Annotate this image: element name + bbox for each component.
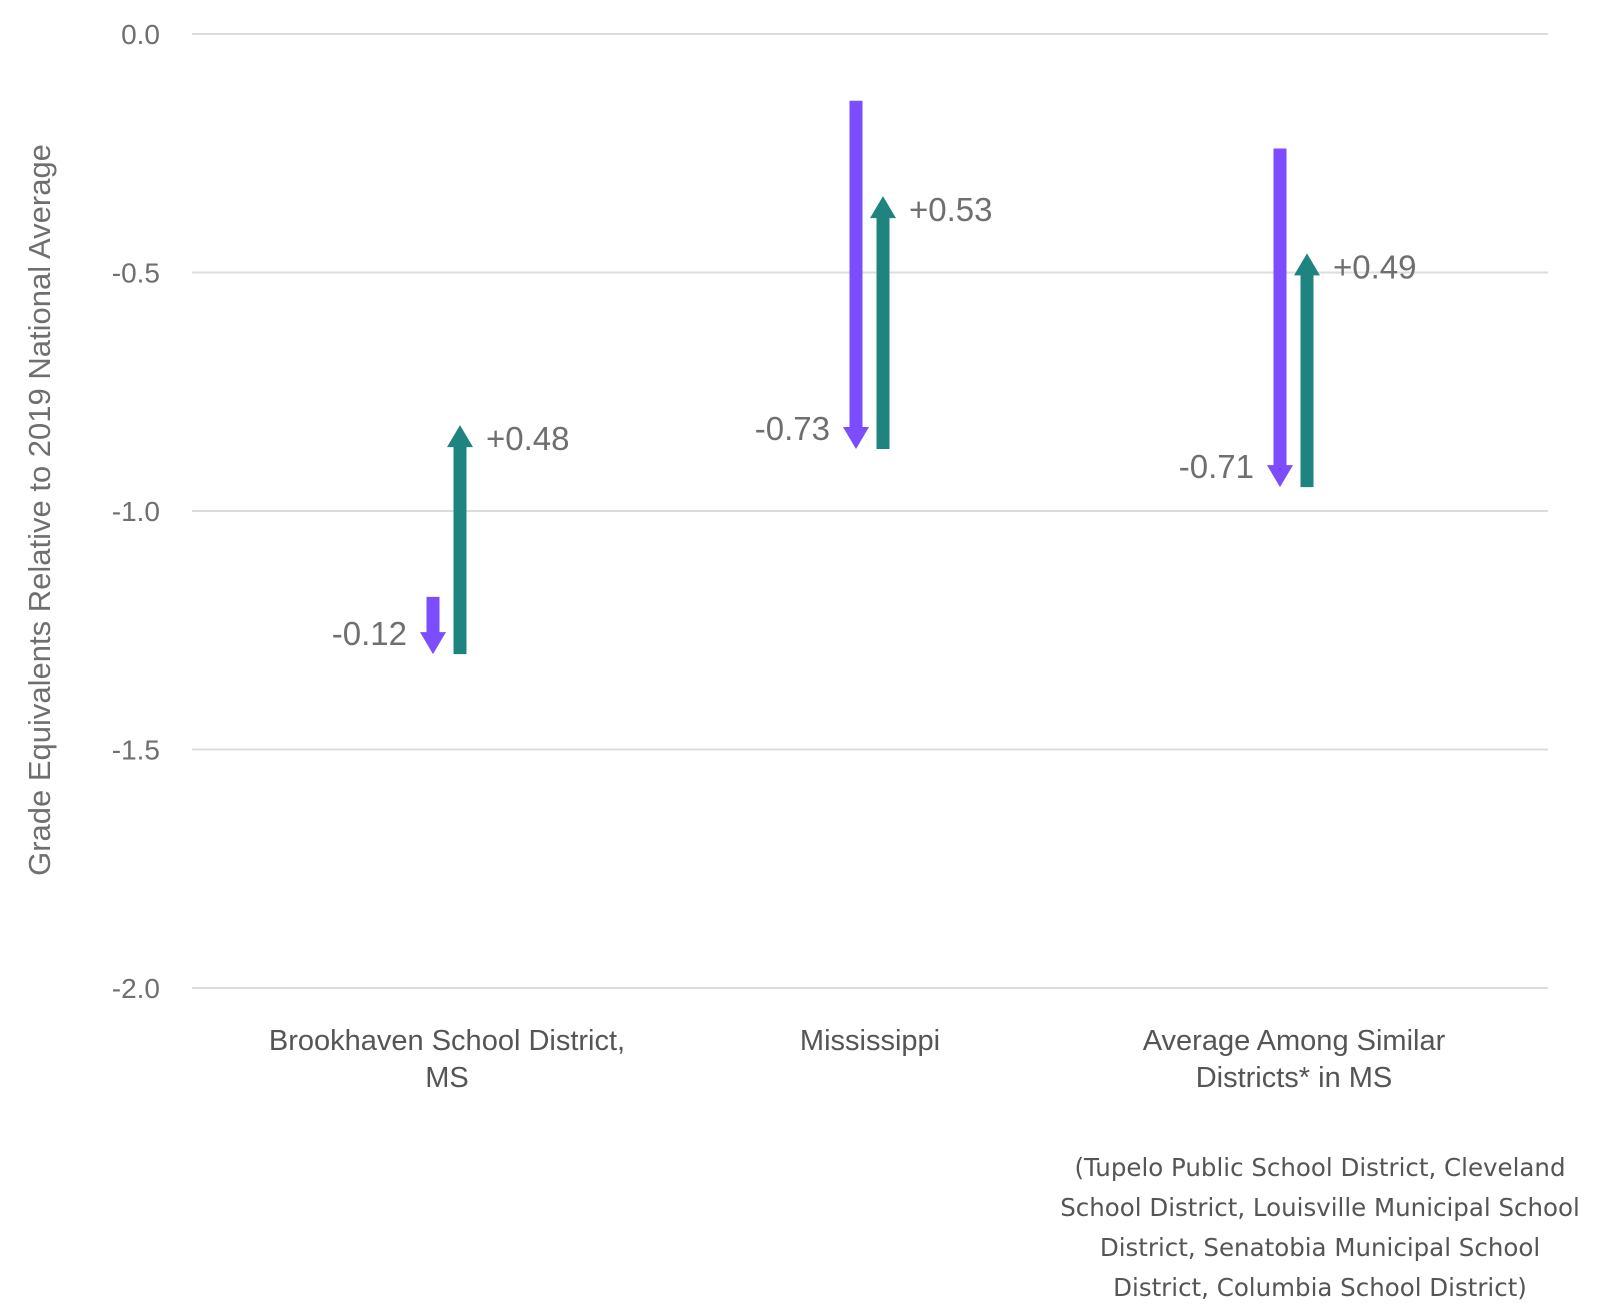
- decline-value-label: -0.73: [755, 410, 830, 447]
- y-tick-label: -1.5: [112, 735, 160, 766]
- y-tick-label: 0.0: [121, 19, 160, 50]
- decline-value-label: -0.71: [1179, 448, 1254, 485]
- category-labels: Brookhaven School District, MS Mississippi…: [269, 1025, 1446, 1094]
- grid-lines: [192, 33, 1548, 989]
- recovery-value-label: +0.53: [909, 191, 993, 228]
- y-axis-label: Grade Equivalents Relative to 2019 Natio…: [22, 144, 57, 876]
- y-axis-ticks: 0.0 -0.5 -1.0 -1.5 -2.0: [112, 19, 160, 1004]
- recovery-arrow: [870, 196, 896, 449]
- recovery-arrow: [447, 425, 473, 655]
- recovery-value-label: +0.49: [1333, 248, 1417, 285]
- similar-districts-footnote: (Tupelo Public School District, Clevelan…: [1060, 1153, 1580, 1302]
- decline-arrow: [1267, 148, 1293, 488]
- y-tick-label: -1.0: [112, 496, 160, 527]
- category-label: Average Among Similar: [1143, 1025, 1446, 1057]
- decline-arrow: [843, 100, 869, 449]
- y-tick-label: -2.0: [112, 973, 160, 1004]
- decline-value-label: -0.12: [332, 615, 407, 652]
- category-label: Brookhaven School District,: [269, 1025, 625, 1057]
- y-tick-label: -0.5: [112, 258, 160, 289]
- arrow-series: -0.12 +0.48 -0.73 +0.53 -0.71 +0.49: [332, 100, 1417, 655]
- decline-arrow: [420, 596, 446, 655]
- category-label: MS: [425, 1062, 469, 1094]
- category-label: Districts* in MS: [1196, 1062, 1393, 1094]
- category-label: Mississippi: [800, 1025, 940, 1057]
- recovery-value-label: +0.48: [486, 420, 570, 457]
- recovery-arrow: [1294, 253, 1320, 488]
